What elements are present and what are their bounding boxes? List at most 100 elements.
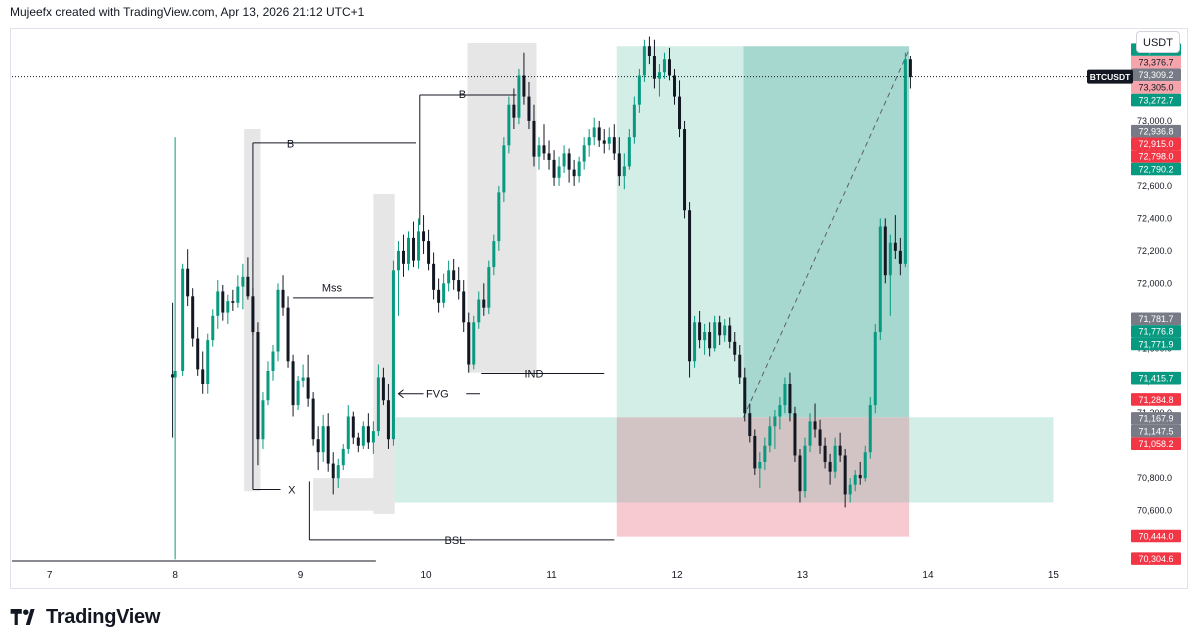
price-label: 71,147.5 [1138, 426, 1173, 436]
candle-down [617, 153, 621, 177]
candle-up [447, 270, 451, 284]
candle-down [612, 137, 616, 154]
fvg-arrow-head [397, 389, 404, 399]
annotation-label: BSL [445, 535, 466, 547]
candle-down [412, 237, 416, 261]
grey-zone [313, 478, 376, 511]
candle-up [607, 137, 611, 144]
annotation-label: IND [524, 368, 543, 380]
candle-up [562, 153, 566, 167]
candle-down [366, 426, 370, 443]
candle-up [693, 322, 697, 362]
candle-up [477, 299, 481, 323]
candle-down [422, 231, 426, 242]
candle-up [577, 161, 581, 177]
candle-up [773, 416, 777, 427]
brand-name: TradingView [46, 605, 161, 628]
candle-down [437, 289, 441, 303]
candle-down [221, 291, 225, 313]
candle-down [467, 322, 471, 365]
candle-up [181, 268, 185, 372]
x-tick-label: 9 [298, 570, 304, 581]
currency-selector[interactable]: USDT [1136, 31, 1180, 53]
candle-down [688, 210, 692, 362]
y-tick-label: 70,800.0 [1137, 473, 1172, 483]
candle-up [442, 283, 446, 303]
candle-down [201, 369, 205, 384]
candle-down [838, 445, 842, 456]
candle-up [417, 231, 421, 261]
x-tick-label: 15 [1048, 570, 1060, 581]
candle-down [602, 140, 606, 144]
candle-up [768, 426, 772, 446]
candle-down [673, 75, 677, 97]
candle-up [592, 127, 596, 138]
chart-frame[interactable] [10, 28, 1188, 589]
candle-down [748, 413, 752, 436]
candle-down [186, 268, 190, 297]
price-label: 72,790.2 [1138, 164, 1173, 174]
price-label: 71,415.7 [1138, 374, 1173, 384]
x-tick-label: 13 [797, 570, 809, 581]
price-label: 70,304.6 [1138, 554, 1173, 564]
candle-down [718, 322, 722, 336]
price-label-box [1131, 81, 1181, 94]
price-label-box [1131, 529, 1181, 543]
candle-down [898, 250, 902, 264]
x-tick-label: 12 [671, 570, 683, 581]
price-label-box [1131, 150, 1181, 163]
candle-up [301, 377, 305, 381]
y-tick-label: 72,400.0 [1137, 213, 1172, 223]
candle-down [462, 291, 466, 323]
candle-down [818, 429, 822, 446]
price-label: 71,776.8 [1138, 327, 1173, 337]
price-label-box [1131, 337, 1181, 351]
annotations-layer: B B Mss FVG IND X BSL [252, 89, 615, 547]
candle-down [698, 322, 702, 341]
candle-up [507, 104, 511, 146]
candle-down [311, 398, 315, 440]
candle-up [346, 416, 350, 449]
candle-down [331, 463, 335, 479]
candle-down [356, 437, 360, 446]
candle-down [908, 59, 912, 78]
candle-down [652, 55, 656, 79]
candle-up [627, 137, 631, 167]
brand-logo-block[interactable]: TradingView [10, 603, 160, 631]
candle-up [803, 445, 807, 492]
candle-down [572, 169, 576, 177]
candle-up [873, 332, 877, 406]
price-label: 72,798.0 [1138, 152, 1173, 162]
price-label: 73,309.2 [1138, 70, 1173, 80]
price-label-box [1131, 371, 1181, 385]
y-tick-label: 70,600.0 [1137, 506, 1172, 516]
candle-down [457, 280, 461, 292]
candle-up [361, 426, 365, 446]
price-labels-layer: 73,439.173,376.773,309.273,305.073,272.7… [1087, 43, 1181, 565]
candle-down [427, 241, 431, 264]
candle-down [171, 374, 175, 378]
candle-up [662, 59, 666, 73]
candle-down [647, 46, 651, 56]
candle-up [642, 46, 646, 76]
candle-down [883, 226, 887, 276]
price-label: 70,444.0 [1138, 531, 1173, 541]
candle-up [622, 166, 626, 177]
candle-up [903, 59, 907, 264]
price-label: 71,167.9 [1138, 414, 1173, 424]
candle-up [341, 448, 345, 466]
zones-layer [12, 42, 1135, 537]
stop-zone [616, 502, 910, 537]
candle-down [813, 421, 817, 430]
candle-down [256, 332, 260, 440]
candle-up [492, 241, 496, 268]
symbol-tag: BTCUSDT [1090, 72, 1131, 82]
candle-down [231, 301, 235, 303]
price-label-box [1131, 137, 1181, 151]
grey-zone [467, 42, 537, 373]
candle-up [396, 250, 400, 271]
candle-up [878, 226, 882, 333]
candle-down [386, 400, 390, 440]
candle-up [888, 242, 892, 276]
